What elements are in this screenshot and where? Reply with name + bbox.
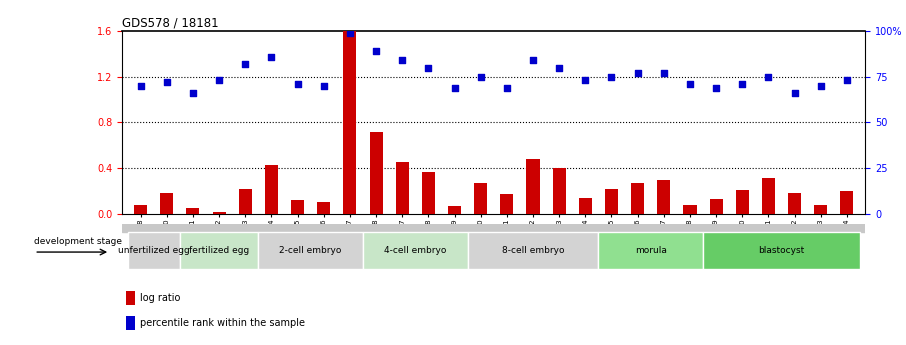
Bar [128, 232, 180, 269]
Bar [841, 191, 853, 214]
Bar [683, 205, 697, 214]
Bar [736, 190, 749, 214]
Bar [605, 189, 618, 214]
Text: development stage: development stage [34, 237, 122, 246]
Point [657, 70, 671, 76]
Bar [422, 171, 435, 214]
Bar [579, 198, 592, 214]
Text: percentile rank within the sample: percentile rank within the sample [140, 318, 305, 328]
Bar [343, 31, 356, 214]
Bar [703, 232, 860, 269]
Point [525, 58, 540, 63]
Bar [788, 193, 801, 214]
Point [369, 48, 383, 54]
Bar [553, 168, 565, 214]
Bar [370, 132, 382, 214]
Point [761, 74, 776, 80]
Bar [762, 178, 775, 214]
Point [290, 81, 304, 87]
Point [840, 78, 854, 83]
Text: morula: morula [635, 246, 667, 255]
Point [186, 90, 200, 96]
Bar [291, 200, 304, 214]
Bar [238, 189, 252, 214]
Bar [467, 232, 598, 269]
Bar [122, 224, 865, 232]
Point [552, 65, 566, 70]
Text: log ratio: log ratio [140, 293, 180, 303]
Bar [180, 232, 258, 269]
Point [448, 85, 462, 90]
Text: 2-cell embryo: 2-cell embryo [279, 246, 342, 255]
Bar [814, 205, 827, 214]
Bar [631, 183, 644, 214]
Point [212, 78, 226, 83]
Point [499, 85, 514, 90]
Text: fertilized egg: fertilized egg [189, 246, 249, 255]
Bar [213, 211, 226, 214]
Point [578, 78, 593, 83]
Bar [474, 183, 487, 214]
Bar [127, 291, 135, 305]
Bar [657, 180, 670, 214]
Text: unfertilized egg: unfertilized egg [118, 246, 189, 255]
Bar [598, 232, 703, 269]
Point [814, 83, 828, 89]
Bar [134, 205, 147, 214]
Text: 8-cell embryo: 8-cell embryo [502, 246, 564, 255]
Point [421, 65, 436, 70]
Point [159, 79, 174, 85]
Point [708, 85, 723, 90]
Point [395, 58, 410, 63]
Bar [187, 208, 199, 214]
Point [316, 83, 331, 89]
Bar [500, 195, 514, 214]
Bar [317, 203, 331, 214]
Point [474, 74, 488, 80]
Point [133, 83, 148, 89]
Bar [160, 193, 173, 214]
Bar [265, 165, 278, 214]
Bar [127, 316, 135, 330]
Point [238, 61, 253, 67]
Text: 4-cell embryo: 4-cell embryo [384, 246, 447, 255]
Text: blastocyst: blastocyst [758, 246, 805, 255]
Point [683, 81, 698, 87]
Bar [526, 159, 540, 214]
Bar [448, 206, 461, 214]
Point [342, 30, 357, 36]
Point [787, 90, 802, 96]
Point [604, 74, 619, 80]
Text: GDS578 / 18181: GDS578 / 18181 [122, 17, 219, 30]
Bar [396, 162, 409, 214]
Point [735, 81, 749, 87]
Bar [363, 232, 467, 269]
Bar [258, 232, 363, 269]
Point [631, 70, 645, 76]
Bar [709, 199, 723, 214]
Point [265, 54, 279, 59]
